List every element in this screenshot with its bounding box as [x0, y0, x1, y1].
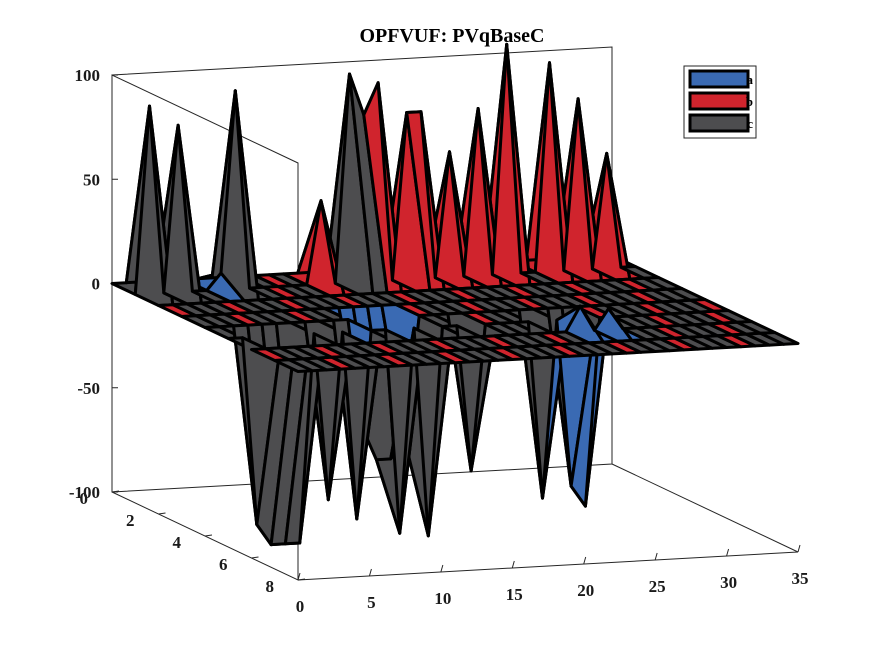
x-tick-mark [511, 560, 515, 569]
z-tick-label: 100 [75, 66, 101, 85]
x-tick-mark [583, 556, 587, 565]
legend-label: c [747, 116, 753, 131]
y-tick-label: 0 [80, 489, 89, 508]
x-tick-label: 5 [367, 593, 376, 612]
x-tick-mark [726, 548, 730, 557]
legend-swatch [688, 91, 750, 111]
y-tick-mark [251, 556, 259, 559]
x-tick-mark [368, 568, 372, 577]
y-tick-mark [111, 490, 120, 493]
z-tick-label: -100 [69, 483, 100, 502]
y-tick-label: 4 [173, 533, 182, 552]
x-tick-label: 15 [506, 585, 523, 604]
y-tick-label: 8 [266, 577, 275, 596]
x-tick-label: 30 [720, 573, 737, 592]
legend-swatch [688, 113, 750, 133]
z-tick-label: 50 [83, 170, 100, 189]
floor-edge [611, 463, 799, 553]
legend-swatch [688, 69, 750, 89]
z-tick-label: -50 [77, 379, 100, 398]
x-tick-label: 20 [577, 581, 594, 600]
x-tick-mark [297, 572, 301, 581]
y-tick-mark [204, 534, 213, 537]
chart-title: OPFVUF: PVqBaseC [360, 25, 545, 47]
side-wall [111, 74, 299, 581]
x-tick-label: 35 [792, 569, 809, 588]
surface-plot [110, 42, 800, 547]
x-tick-mark [654, 552, 658, 561]
y-tick-mark [297, 578, 306, 581]
legend[interactable]: abc [683, 65, 757, 139]
surface-cell [759, 331, 800, 346]
x-tick-label: 10 [434, 589, 451, 608]
x-tick-mark [440, 564, 444, 573]
x-tick-label: 25 [649, 577, 666, 596]
y-tick-mark [158, 512, 166, 515]
floor-edge [297, 551, 799, 581]
y-tick-label: 2 [126, 511, 135, 530]
z-tick-label: 0 [92, 275, 101, 294]
legend-label: a [747, 72, 754, 87]
x-tick-mark [797, 544, 801, 553]
x-tick-label: 0 [296, 597, 305, 616]
y-tick-label: 6 [219, 555, 228, 574]
legend-label: b [746, 94, 753, 109]
